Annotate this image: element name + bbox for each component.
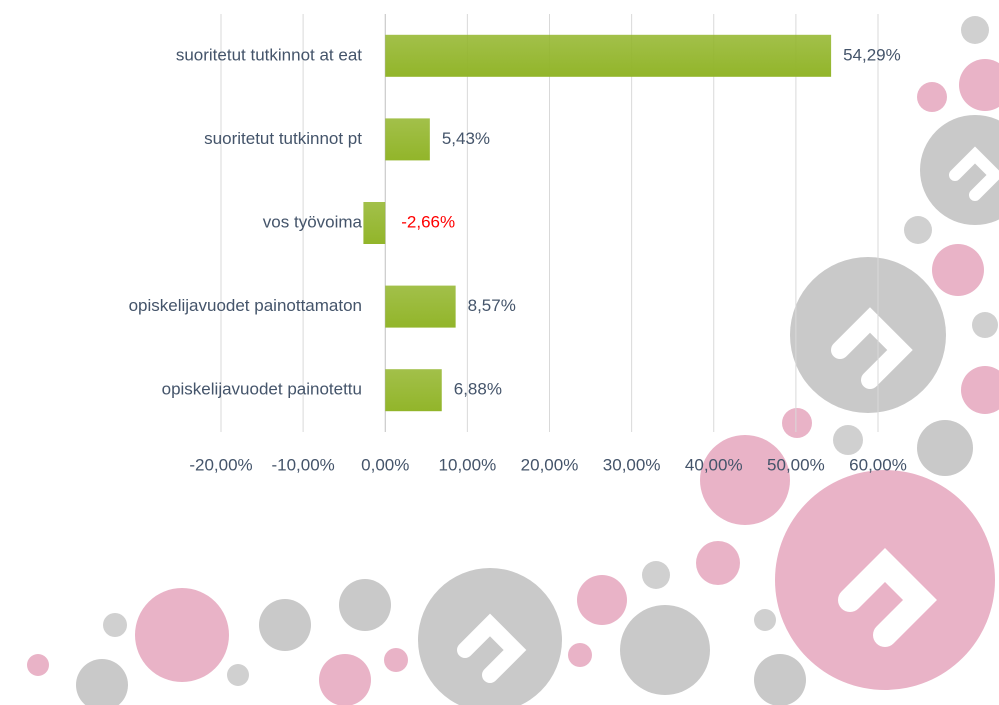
value-label: 8,57% [468,296,516,315]
y-tick-label: opiskelijavuodet painottamaton [129,296,362,315]
chart: -20,00% -10,00% 0,00% 10,00% 20,00% 30,00% 40,… [0,0,999,705]
value-label: 6,88% [454,380,502,399]
y-tick-label: opiskelijavuodet painotettu [162,380,362,399]
x-tick-label: 20,00% [521,455,579,474]
bar [385,286,455,328]
value-label: -2,66% [401,212,455,231]
y-tick-label: vos työvoima [263,212,363,231]
x-tick-label: 0,00% [361,455,409,474]
value-label: 54,29% [843,45,901,64]
x-tick-label: -10,00% [271,455,334,474]
bar [385,35,831,77]
bar [385,118,430,160]
decoration [27,16,999,705]
value-label: 5,43% [442,129,490,148]
x-tick-label: 60,00% [849,455,907,474]
x-tick-label: 50,00% [767,455,825,474]
y-tick-label: suoritetut tutkinnot pt [204,129,362,148]
x-tick-label: 10,00% [439,455,497,474]
x-tick-label: -20,00% [189,455,252,474]
bar [385,369,442,411]
y-tick-label: suoritetut tutkinnot at eat [176,45,362,64]
x-tick-label: 40,00% [685,455,743,474]
x-tick-label: 30,00% [603,455,661,474]
bar [363,202,385,244]
